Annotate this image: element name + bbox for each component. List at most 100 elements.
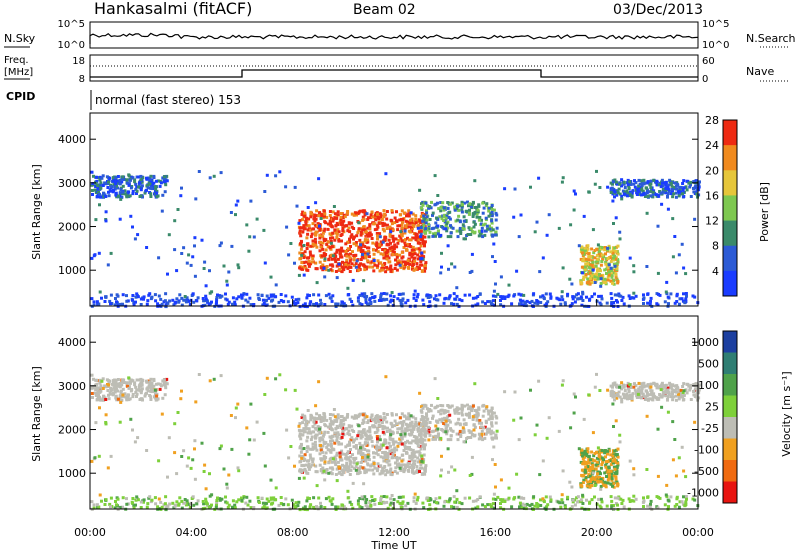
power-cell xyxy=(180,186,183,190)
velocity-cell xyxy=(333,419,337,423)
power-cell xyxy=(609,292,613,296)
power-cell xyxy=(689,195,693,198)
power-cell xyxy=(638,182,642,186)
power-cell xyxy=(279,299,283,302)
power-cell xyxy=(591,268,595,272)
power-cell xyxy=(580,271,584,275)
power-cell xyxy=(344,242,348,246)
freq-trace xyxy=(90,69,698,78)
velocity-cell xyxy=(304,425,308,429)
power-cell xyxy=(321,241,325,245)
velocity-cell xyxy=(409,448,413,452)
power-cell xyxy=(586,262,590,266)
power-cell xyxy=(347,264,351,268)
power-cell xyxy=(361,263,365,267)
velocity-cell xyxy=(582,478,586,482)
velocity-cell xyxy=(655,382,659,386)
velocity-cell xyxy=(345,461,349,465)
power-cell xyxy=(371,241,375,245)
velocity-cell xyxy=(320,417,324,420)
power-cell xyxy=(314,261,318,265)
velocity-cell xyxy=(95,386,99,390)
velocity-cell xyxy=(128,381,132,385)
velocity-cell xyxy=(156,382,160,386)
power-cell xyxy=(424,231,428,235)
velocity-cell xyxy=(129,389,133,393)
power-cell xyxy=(430,200,433,204)
velocity-cell xyxy=(125,502,129,506)
velocity-cell xyxy=(349,438,353,442)
velocity-cell xyxy=(427,430,431,434)
power-cell xyxy=(472,225,476,229)
power-cell xyxy=(601,278,605,282)
velocity-cell xyxy=(675,390,679,394)
velocity-cell xyxy=(375,447,379,451)
power-cell xyxy=(331,236,335,240)
velocity-cell xyxy=(423,469,427,473)
power-cell xyxy=(425,293,429,297)
velocity-cell xyxy=(372,425,376,429)
power-cell xyxy=(363,264,367,268)
nsearch-tick-bottom: 10^0 xyxy=(702,40,729,51)
power-cell xyxy=(157,256,161,260)
power-cell xyxy=(615,182,619,186)
velocity-cell xyxy=(657,386,661,390)
power-cell xyxy=(310,260,314,264)
power-cell xyxy=(278,170,282,174)
power-cell xyxy=(328,219,332,223)
velocity-cell xyxy=(279,502,283,505)
velocity-cell xyxy=(309,447,313,451)
power-cell xyxy=(460,210,464,214)
power-cell xyxy=(312,293,316,297)
power-cell xyxy=(402,246,406,249)
velocity-cell xyxy=(409,421,413,425)
velocity-cell xyxy=(481,438,485,442)
velocity-cell xyxy=(669,385,673,388)
power-cell xyxy=(609,279,613,283)
power-cell xyxy=(634,181,638,185)
power-cell xyxy=(581,248,584,252)
power-cell xyxy=(109,302,112,306)
velocity-cell xyxy=(155,392,159,396)
velocity-cell xyxy=(341,452,345,456)
power-cell xyxy=(413,289,417,293)
velocity-cell xyxy=(96,390,100,394)
power-cell xyxy=(620,178,624,182)
velocity-cell xyxy=(139,389,143,393)
power-cell xyxy=(599,303,603,307)
velocity-cell xyxy=(590,450,594,454)
velocity-cell xyxy=(619,497,623,501)
velocity-cell xyxy=(361,444,365,448)
power-cell xyxy=(136,295,140,299)
power-cell xyxy=(455,286,459,290)
cpid-label: CPID xyxy=(6,90,35,103)
velocity-cell xyxy=(576,495,580,499)
velocity-cell xyxy=(363,455,367,459)
power-cell xyxy=(361,294,365,298)
power-cell xyxy=(407,238,411,242)
power-cell xyxy=(318,224,321,228)
power-cell xyxy=(141,176,145,180)
power-cell xyxy=(583,265,587,269)
velocity-cell xyxy=(490,407,494,410)
power-cell xyxy=(373,263,377,267)
velocity-cell xyxy=(323,506,327,509)
power-cell xyxy=(394,258,397,262)
power-cell xyxy=(129,186,133,190)
velocity-cell xyxy=(101,387,105,390)
power-cell xyxy=(115,300,118,304)
power-cell xyxy=(366,218,370,221)
velocity-cell xyxy=(482,409,486,413)
power-cell xyxy=(414,238,418,242)
velocity-cell xyxy=(324,497,328,501)
velocity-cell xyxy=(472,434,476,438)
velocity-cell xyxy=(697,391,701,395)
power-cell xyxy=(620,299,624,302)
velocity-cell xyxy=(308,453,312,457)
velocity-cell xyxy=(356,502,360,506)
velocity-cell xyxy=(131,501,134,505)
power-cell xyxy=(561,298,565,302)
power-cell xyxy=(352,235,356,239)
power-cell xyxy=(611,281,614,285)
velocity-cell xyxy=(347,467,351,471)
